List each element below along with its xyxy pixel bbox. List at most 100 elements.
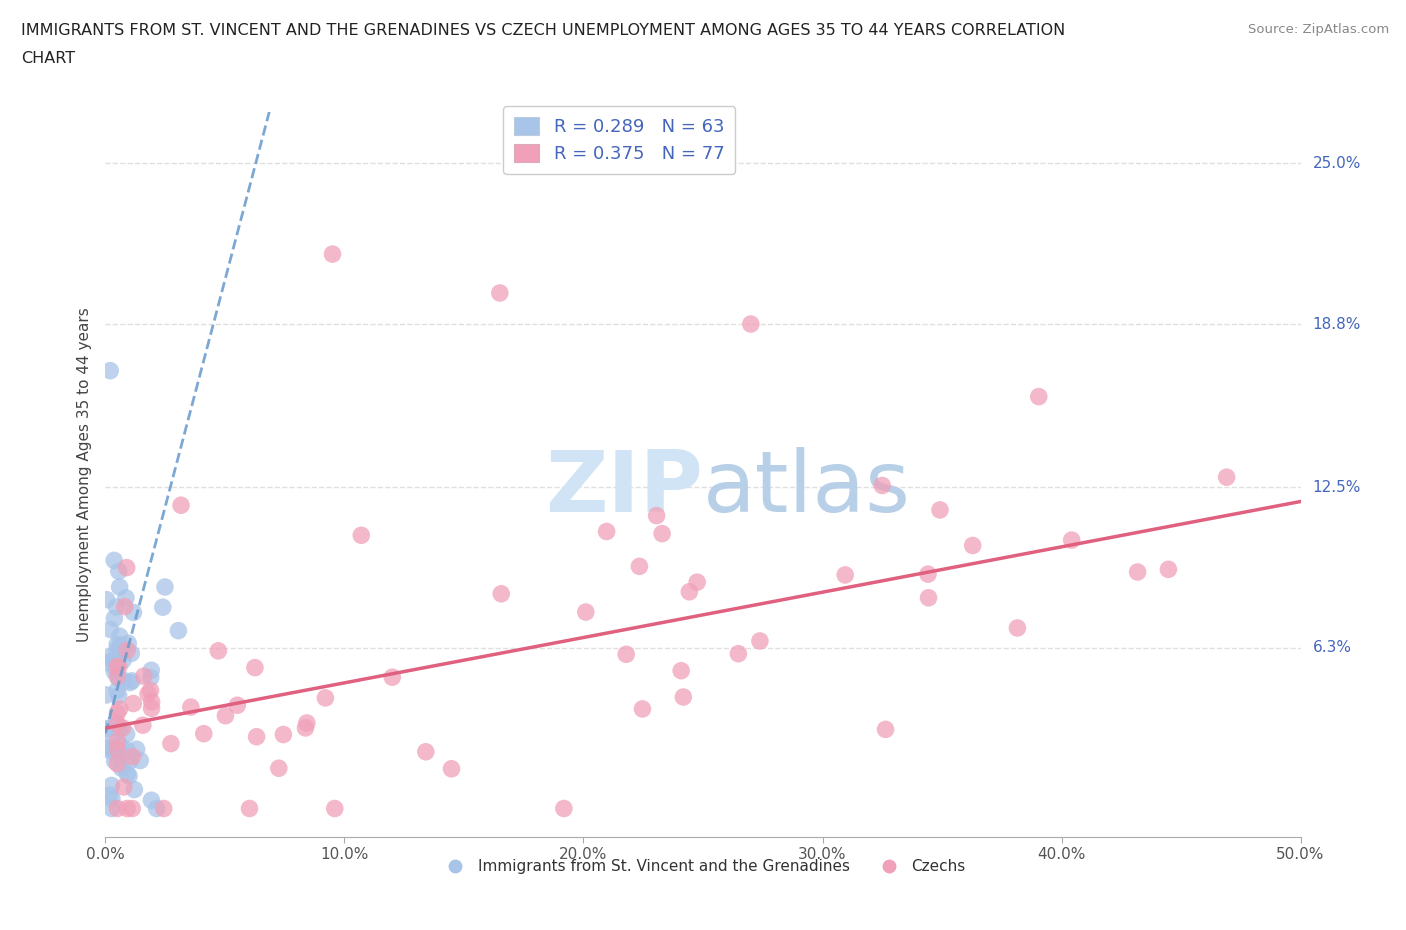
Point [122, 696, 145, 711]
Point [645, 508, 668, 523]
Point [112, 779, 135, 794]
Point [107, 659, 129, 674]
Point [129, 753, 152, 768]
Point [614, 647, 637, 662]
Point [117, 743, 139, 758]
Point [110, 638, 132, 653]
Point [170, 498, 193, 512]
Point [110, 738, 132, 753]
Point [136, 686, 159, 701]
Point [748, 633, 770, 648]
Point [917, 591, 939, 605]
Point [96, 742, 118, 757]
Point [111, 721, 134, 736]
Point [104, 746, 127, 761]
Point [107, 801, 129, 816]
Point [238, 801, 260, 816]
Point [103, 741, 125, 756]
Point [207, 644, 229, 658]
Point [111, 653, 134, 668]
Point [118, 768, 141, 783]
Point [145, 801, 167, 816]
Point [245, 729, 267, 744]
Point [491, 586, 513, 601]
Point [631, 701, 654, 716]
Point [108, 579, 131, 594]
Point [628, 559, 651, 574]
Point [107, 742, 129, 757]
Point [117, 636, 139, 651]
Text: CHART: CHART [21, 51, 75, 66]
Point [105, 600, 128, 615]
Point [440, 762, 463, 777]
Point [651, 526, 673, 541]
Text: 18.8%: 18.8% [1313, 316, 1361, 331]
Point [111, 761, 134, 776]
Point [834, 567, 856, 582]
Point [314, 690, 336, 705]
Point [105, 684, 128, 698]
Point [108, 701, 131, 716]
Point [120, 646, 142, 661]
Point [678, 584, 700, 599]
Point [193, 726, 215, 741]
Point [139, 671, 162, 685]
Point [96, 687, 118, 702]
Point [115, 766, 138, 781]
Point [1060, 533, 1083, 548]
Y-axis label: Unemployment Among Ages 35 to 44 years: Unemployment Among Ages 35 to 44 years [76, 307, 91, 642]
Point [115, 591, 138, 605]
Text: 12.5%: 12.5% [1313, 480, 1361, 495]
Point [103, 611, 125, 626]
Point [152, 801, 174, 816]
Text: IMMIGRANTS FROM ST. VINCENT AND THE GRENADINES VS CZECH UNEMPLOYMENT AMONG AGES : IMMIGRANTS FROM ST. VINCENT AND THE GREN… [21, 23, 1066, 38]
Point [1028, 389, 1050, 404]
Point [929, 502, 952, 517]
Point [152, 600, 174, 615]
Point [141, 663, 163, 678]
Point [100, 778, 122, 793]
Text: 6.3%: 6.3% [1313, 641, 1351, 656]
Point [740, 316, 762, 331]
Point [96, 722, 118, 737]
Point [1215, 470, 1237, 485]
Point [107, 669, 129, 684]
Point [121, 750, 143, 764]
Point [321, 246, 344, 261]
Point [917, 566, 939, 581]
Point [98, 364, 121, 379]
Point [669, 663, 692, 678]
Point [108, 722, 131, 737]
Point [118, 675, 141, 690]
Point [141, 695, 163, 710]
Point [104, 753, 127, 768]
Point [117, 643, 139, 658]
Point [489, 286, 512, 300]
Point [350, 528, 373, 543]
Point [323, 801, 346, 816]
Point [672, 689, 695, 704]
Point [1007, 620, 1029, 635]
Point [100, 801, 122, 816]
Point [105, 643, 128, 658]
Point [214, 709, 236, 724]
Point [115, 726, 138, 741]
Point [107, 659, 129, 674]
Point [153, 579, 176, 594]
Text: 25.0%: 25.0% [1313, 156, 1361, 171]
Point [595, 525, 617, 539]
Point [98, 649, 121, 664]
Point [105, 637, 128, 652]
Point [294, 721, 316, 736]
Point [132, 718, 155, 733]
Point [1126, 565, 1149, 579]
Point [118, 754, 141, 769]
Point [1157, 562, 1180, 577]
Point [103, 664, 125, 679]
Text: atlas: atlas [703, 447, 911, 530]
Point [295, 715, 318, 730]
Point [141, 792, 163, 807]
Point [180, 699, 202, 714]
Point [115, 801, 138, 816]
Point [96, 722, 118, 737]
